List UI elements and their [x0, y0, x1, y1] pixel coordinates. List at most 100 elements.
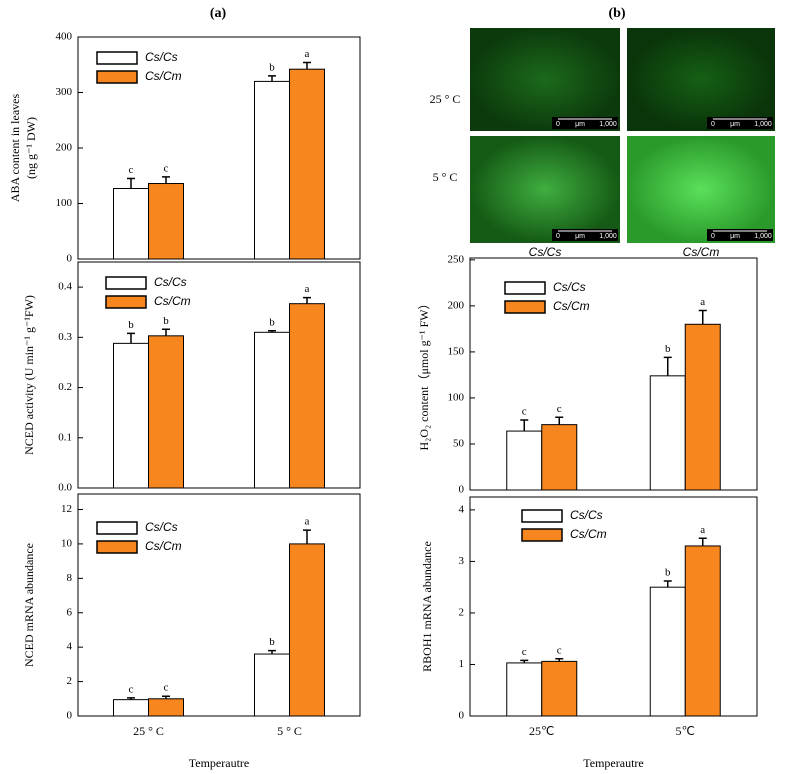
scale-bar-box [707, 117, 773, 129]
scale-bar-box [552, 117, 618, 129]
bar [148, 183, 184, 260]
y-tick-label: 100 [56, 197, 73, 209]
error-bar [698, 309, 707, 325]
column-label: Cs/Cm [683, 245, 720, 259]
y-tick-label: 4 [67, 641, 73, 653]
error-bar [303, 529, 311, 544]
y-tick-label: 0.0 [58, 482, 72, 494]
micrograph [470, 28, 620, 131]
bar [541, 424, 578, 491]
significance-letter: c [164, 682, 169, 694]
error-bar [268, 649, 276, 655]
scale-bar-label: 1,000 [754, 121, 772, 128]
x-axis-label: Temperautre [583, 756, 643, 770]
bar [254, 653, 290, 717]
bar [684, 545, 721, 717]
bar [289, 68, 325, 260]
significance-letter: c [522, 406, 527, 418]
scale-bar-label: 1,000 [754, 233, 772, 240]
bar [113, 188, 149, 260]
legend-swatch [504, 281, 546, 295]
plot-frame [469, 257, 758, 491]
y-axis-label: (ng g⁻¹ DW) [24, 117, 38, 179]
error-bar [268, 330, 276, 333]
legend-label: Cs/Cm [145, 539, 182, 553]
y-tick-label: 50 [453, 437, 465, 449]
scale-bar-label: μm [730, 233, 740, 240]
y-tick-label: 200 [56, 142, 73, 154]
y-tick-label: 12 [61, 503, 72, 515]
bar [148, 698, 184, 717]
plot-frame [77, 493, 361, 717]
legend-swatch [96, 540, 138, 554]
significance-letter: b [269, 636, 275, 648]
bar [289, 543, 325, 717]
bar [113, 699, 149, 717]
error-bar [303, 61, 311, 70]
error-bar [268, 75, 276, 82]
error-bar [303, 296, 311, 304]
y-tick-label: 300 [56, 86, 73, 98]
bar [506, 430, 543, 491]
legend-swatch [521, 509, 563, 523]
y-tick-label: 1 [459, 658, 465, 670]
legend-swatch [504, 300, 546, 314]
legend-swatch [521, 528, 563, 542]
scale-bar-label: 1,000 [599, 233, 617, 240]
y-axis-label: H₂O₂ content（μmol g⁻¹ FW） [417, 297, 431, 450]
significance-letter: c [557, 403, 562, 415]
bar [541, 660, 578, 717]
legend-label: Cs/Cs [145, 50, 178, 64]
y-tick-label: 0 [459, 484, 465, 496]
x-tick-label: 25 ° C [133, 724, 164, 738]
significance-letter: c [129, 164, 134, 176]
significance-letter: c [129, 683, 134, 695]
scale-bar-label: μm [575, 233, 585, 240]
y-tick-label: 0.3 [58, 331, 72, 343]
error-bar [555, 658, 564, 662]
legend-swatch [105, 276, 147, 290]
error-bar [162, 695, 170, 699]
significance-letter: c [557, 644, 562, 656]
bar [254, 331, 290, 489]
y-axis-label: ABA content in leaves [8, 94, 22, 203]
significance-letter: b [665, 343, 671, 355]
bar [113, 342, 149, 489]
scale-bar-label: μm [730, 121, 740, 128]
legend-swatch [96, 70, 138, 84]
error-bar [698, 537, 707, 546]
y-tick-label: 8 [67, 572, 73, 584]
legend-label: Cs/Cm [553, 299, 590, 313]
error-bar [663, 580, 672, 588]
significance-letter: a [305, 516, 310, 528]
legend-label: Cs/Cs [154, 275, 187, 289]
bar [684, 323, 721, 491]
y-tick-label: 2 [67, 675, 73, 687]
row-label: 5 ° C [433, 170, 458, 184]
panel-label: (b) [608, 6, 625, 21]
error-bar [162, 176, 170, 184]
plot-frame [77, 261, 361, 489]
y-tick-label: 0.2 [58, 381, 72, 393]
legend-label: Cs/Cm [154, 294, 191, 308]
significance-letter: b [269, 316, 275, 328]
y-tick-label: 400 [56, 31, 73, 43]
significance-letter: b [163, 315, 169, 327]
significance-letter: b [269, 61, 275, 73]
legend-swatch [96, 51, 138, 65]
scale-bar-label: 0 [556, 233, 560, 240]
bar [148, 335, 184, 489]
legend-label: Cs/Cs [570, 508, 603, 522]
error-bar [127, 177, 135, 189]
error-bar [555, 416, 564, 425]
bar [649, 586, 686, 717]
column-label: Cs/Cs [529, 245, 562, 259]
y-tick-label: 150 [448, 345, 465, 357]
scale-bar-label: μm [575, 121, 585, 128]
legend-label: Cs/Cs [145, 520, 178, 534]
x-tick-label: 5 ° C [277, 724, 302, 738]
y-tick-label: 250 [448, 253, 465, 265]
error-bar [663, 356, 672, 376]
bar [289, 303, 325, 489]
